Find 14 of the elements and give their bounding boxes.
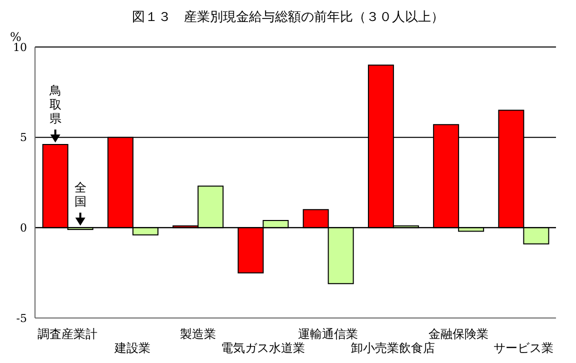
y-tick-label: 5 <box>20 131 27 144</box>
x-tick-label: サービス業 <box>493 341 554 355</box>
x-tick-label: 卸小売業飲食店 <box>351 341 436 355</box>
x-tick-label: 運輸通信業 <box>298 327 358 341</box>
x-tick-label: 建設業 <box>114 341 151 355</box>
chart-title: 図１３ 産業別現金給与総額の前年比（３０人以上） <box>131 9 445 26</box>
x-tick-label: 製造業 <box>180 327 216 341</box>
x-tick-label: 金融保険業 <box>428 327 488 341</box>
series-label: 全国 <box>74 180 86 209</box>
x-tick-label: 電気ガス水道業 <box>220 341 305 355</box>
x-tick-label: 調査産業計 <box>38 327 98 341</box>
y-tick-label: 0 <box>20 222 27 235</box>
y-tick-label: -5 <box>16 312 27 325</box>
series-label: 鳥取県 <box>48 84 62 126</box>
